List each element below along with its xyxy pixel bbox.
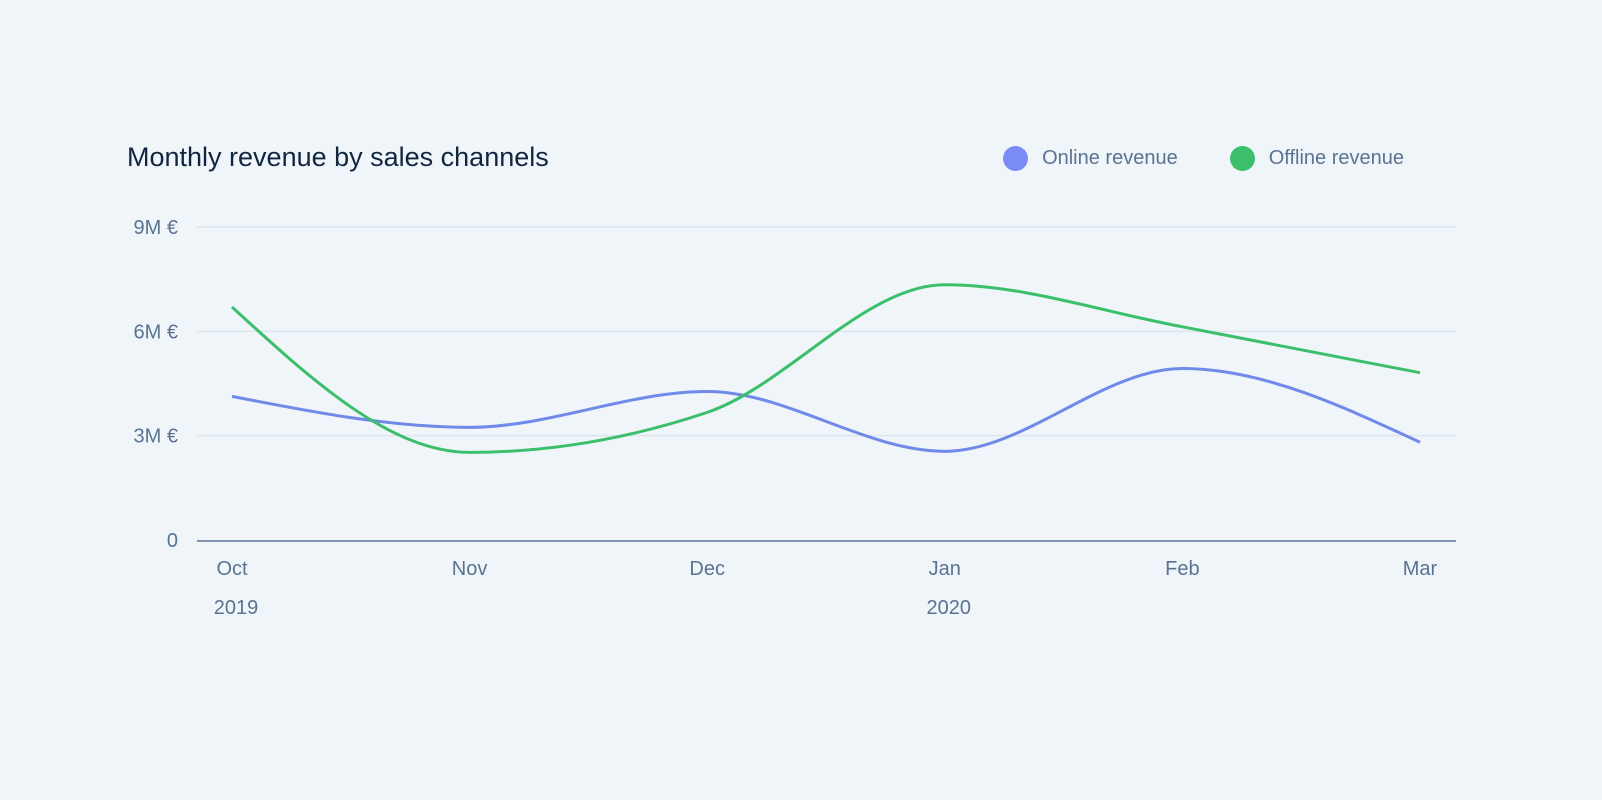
x-year-label: 2020 xyxy=(927,597,972,619)
x-tick-label: Feb xyxy=(1165,558,1199,580)
legend-label-offline: Offline revenue xyxy=(1268,147,1404,169)
chart-card: Monthly revenue by sales channels Online… xyxy=(2,0,1568,783)
chart-title: Monthly revenue by sales channels xyxy=(127,142,549,172)
legend-marker-online xyxy=(1003,146,1029,171)
x-tick-label: Mar xyxy=(1403,558,1438,580)
legend: Online revenue Offline revenue xyxy=(1003,146,1404,171)
legend-marker-offline xyxy=(1229,146,1255,171)
y-tick-label: 0 xyxy=(167,530,178,552)
legend-item-online[interactable]: Online revenue xyxy=(1003,146,1178,171)
x-tick-label: Oct xyxy=(216,558,248,580)
legend-label-online: Online revenue xyxy=(1042,147,1178,169)
x-year-label: 2019 xyxy=(214,597,259,619)
x-tick-label: Jan xyxy=(929,558,961,580)
legend-item-offline[interactable]: Offline revenue xyxy=(1229,146,1404,171)
y-tick-label: 9M € xyxy=(134,217,178,239)
y-tick-label: 3M € xyxy=(134,426,178,448)
y-tick-label: 6M € xyxy=(134,321,178,343)
series-line-online xyxy=(231,367,1421,453)
x-tick-label: Dec xyxy=(689,558,725,580)
x-tick-label: Nov xyxy=(452,558,488,580)
series-line-offline xyxy=(230,283,1421,454)
